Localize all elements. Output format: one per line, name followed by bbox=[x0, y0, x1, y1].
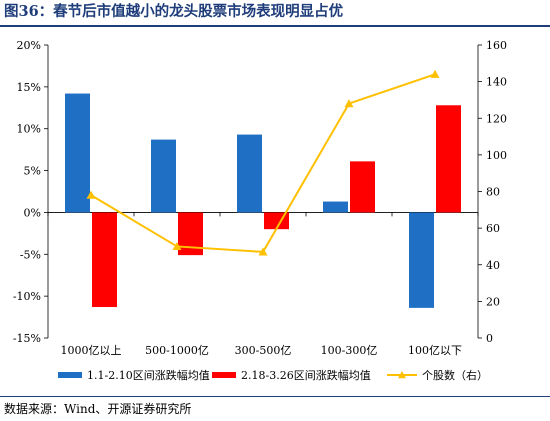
bar-1-3 bbox=[237, 134, 262, 213]
bar-1-2 bbox=[151, 139, 176, 213]
right-tick-label: 60 bbox=[486, 222, 500, 235]
right-tick-label: 140 bbox=[486, 76, 507, 89]
bar-2-4 bbox=[350, 161, 375, 213]
legend-marker bbox=[398, 371, 406, 379]
line-marker-3 bbox=[258, 247, 268, 256]
legend-swatch-1 bbox=[58, 372, 82, 378]
chart-axes bbox=[44, 44, 482, 339]
left-tick-label: 0% bbox=[24, 206, 41, 219]
line-marker-5 bbox=[430, 69, 440, 78]
left-tick-label: -5% bbox=[20, 248, 41, 261]
bar-line-chart: -15% -10% -5% 0% 5% 10% 15% 20% 0 20 40 60 80 100 120 1… bbox=[13, 39, 507, 382]
bar-1-4 bbox=[323, 201, 348, 213]
right-tick-label: 40 bbox=[486, 259, 500, 272]
legend-label-3: 个股数（右） bbox=[422, 368, 488, 382]
left-tick-label: 20% bbox=[17, 39, 41, 52]
stock-count-line bbox=[90, 73, 436, 253]
line-marker-1 bbox=[86, 190, 96, 199]
line-marker-4 bbox=[344, 99, 354, 108]
left-tick-label: -15% bbox=[13, 332, 41, 345]
title-rule bbox=[0, 25, 550, 27]
line-marker-2 bbox=[172, 241, 182, 251]
left-tick-label: 10% bbox=[17, 123, 41, 136]
right-tick-label: 120 bbox=[486, 112, 507, 125]
figure-title: 图36：春节后市值越小的龙头股票市场表现明显占优 bbox=[4, 3, 344, 20]
right-tick-label: 80 bbox=[486, 186, 500, 199]
source-note: 数据来源：Wind、开源证券研究所 bbox=[4, 402, 192, 416]
category-label: 100-300亿 bbox=[321, 344, 378, 357]
category-label: 500-1000亿 bbox=[145, 344, 209, 357]
chart-labels: -15% -10% -5% 0% 5% 10% 15% 20% 0 20 40 60 80 100 120 1… bbox=[13, 39, 507, 357]
bar-1-1 bbox=[65, 93, 90, 213]
left-tick-label: 5% bbox=[24, 165, 41, 178]
right-tick-label: 100 bbox=[486, 149, 507, 162]
footer-rule bbox=[0, 396, 550, 397]
legend-label-1: 1.1-2.10区间涨跌幅均值 bbox=[87, 368, 210, 382]
chart-line bbox=[86, 69, 440, 256]
right-tick-label: 20 bbox=[486, 295, 500, 308]
category-label: 100亿以下 bbox=[408, 344, 462, 357]
bar-1-5 bbox=[409, 212, 434, 308]
bar-2-5 bbox=[436, 105, 461, 213]
legend-swatch-2 bbox=[212, 372, 236, 378]
category-label: 300-500亿 bbox=[235, 344, 292, 357]
right-tick-label: 0 bbox=[486, 332, 493, 345]
chart-bars bbox=[65, 93, 461, 308]
legend-label-2: 2.18-3.26区间涨跌幅均值 bbox=[241, 368, 371, 382]
left-tick-label: 15% bbox=[17, 81, 41, 94]
bar-2-1 bbox=[92, 212, 117, 308]
chart-legend: 1.1-2.10区间涨跌幅均值 2.18-3.26区间涨跌幅均值 个股数（右） bbox=[58, 368, 488, 382]
category-label: 1000亿以上 bbox=[61, 344, 122, 357]
right-tick-label: 160 bbox=[486, 39, 507, 52]
left-tick-label: -10% bbox=[13, 290, 41, 303]
